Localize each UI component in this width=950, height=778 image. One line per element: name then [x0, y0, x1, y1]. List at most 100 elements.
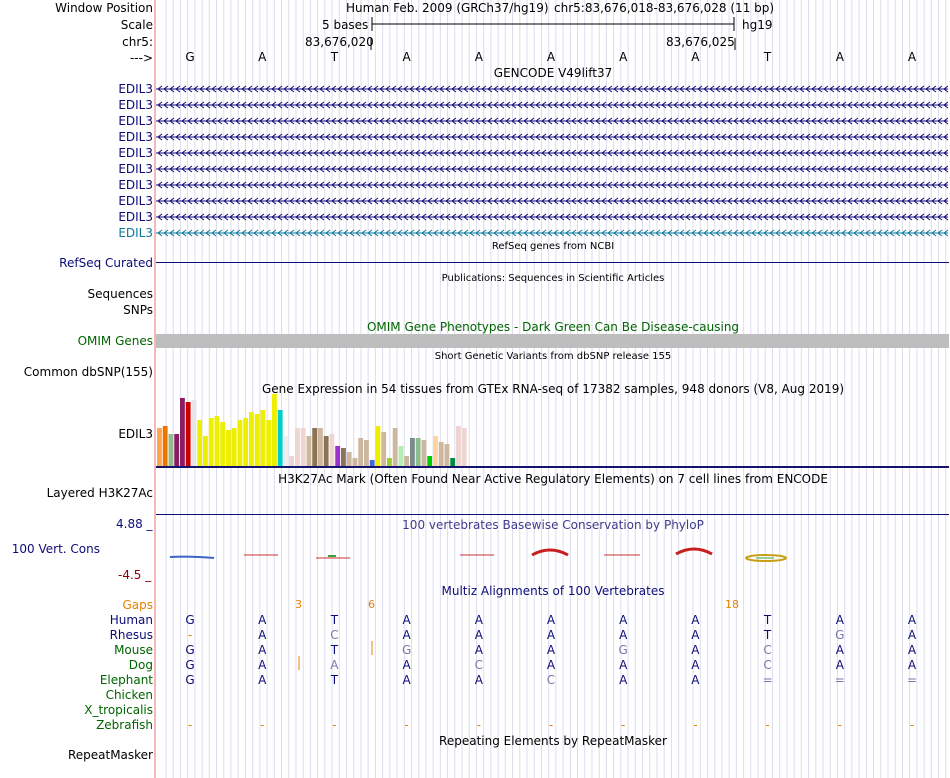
- gtex-tissue-bar[interactable]: [323, 436, 329, 466]
- gtex-tissue-bar[interactable]: [203, 436, 208, 466]
- gtex-tissue-bar[interactable]: [185, 402, 191, 466]
- gtex-tissue-bar[interactable]: [180, 398, 185, 466]
- gtex-tissue-bar[interactable]: [243, 418, 249, 466]
- dbsnp-title[interactable]: Short Genetic Variants from dbSNP releas…: [434, 351, 672, 362]
- multiz-species-label[interactable]: Rhesus: [109, 628, 153, 642]
- gtex-tissue-bar[interactable]: [277, 410, 283, 466]
- omim-gene-bar[interactable]: [156, 334, 949, 348]
- gtex-tissue-bar[interactable]: [346, 452, 352, 466]
- gtex-tissue-bar[interactable]: [157, 428, 162, 466]
- gencode-transcript-line[interactable]: [156, 165, 948, 173]
- gtex-tissue-bar[interactable]: [272, 394, 277, 466]
- repeatmasker-label[interactable]: RepeatMasker: [67, 748, 153, 762]
- publications-title[interactable]: Publications: Sequences in Scientific Ar…: [441, 273, 665, 284]
- multiz-species-label[interactable]: Chicken: [105, 688, 153, 702]
- gtex-tissue-bar[interactable]: [214, 416, 220, 466]
- gencode-transcript-line[interactable]: [156, 149, 948, 157]
- gtex-tissue-bar[interactable]: [341, 448, 346, 466]
- gtex-tissue-bar[interactable]: [197, 420, 203, 466]
- gtex-tissue-bar[interactable]: [358, 438, 364, 466]
- gtex-tissue-bar[interactable]: [444, 444, 450, 466]
- gtex-tissue-bar[interactable]: [220, 422, 226, 466]
- repeatmasker-title[interactable]: Repeating Elements by RepeatMasker: [439, 734, 667, 748]
- gtex-tissue-bar[interactable]: [381, 432, 387, 466]
- multiz-species-label[interactable]: Zebrafish: [96, 718, 153, 732]
- gtex-tissue-bar[interactable]: [162, 426, 168, 466]
- gtex-tissue-bar[interactable]: [335, 446, 341, 466]
- gtex-tissue-bar[interactable]: [289, 456, 295, 466]
- gtex-tissue-bar[interactable]: [208, 418, 214, 466]
- multiz-species-label[interactable]: Human: [109, 613, 153, 627]
- gtex-tissue-bar[interactable]: [369, 460, 375, 466]
- gtex-tissue-bar[interactable]: [254, 414, 260, 466]
- gencode-transcript-label[interactable]: EDIL3: [118, 130, 153, 144]
- gencode-transcript-label[interactable]: EDIL3: [118, 82, 153, 96]
- gtex-tissue-bar[interactable]: [260, 410, 266, 466]
- gtex-tissue-bar[interactable]: [249, 412, 254, 466]
- gtex-tissue-bar[interactable]: [168, 434, 174, 466]
- gtex-tissue-bar[interactable]: [404, 456, 410, 466]
- gtex-tissue-bar[interactable]: [306, 436, 312, 466]
- gtex-tissue-bar[interactable]: [237, 420, 243, 466]
- gtex-tissue-bar[interactable]: [398, 446, 404, 466]
- gtex-tissue-bar[interactable]: [410, 438, 415, 466]
- gtex-tissue-bar[interactable]: [174, 434, 180, 466]
- multiz-title[interactable]: Multiz Alignments of 100 Vertebrates: [441, 584, 665, 598]
- gtex-tissue-bar[interactable]: [318, 428, 323, 466]
- gencode-transcript-line[interactable]: [156, 197, 948, 205]
- gtex-tissue-bar[interactable]: [312, 428, 318, 466]
- gtex-tissue-bar[interactable]: [375, 426, 381, 466]
- gencode-transcript-line[interactable]: [156, 101, 948, 109]
- gtex-tissue-bar[interactable]: [387, 458, 392, 466]
- gtex-tissue-bar[interactable]: [283, 436, 289, 466]
- gencode-transcript-label[interactable]: EDIL3: [118, 98, 153, 112]
- gencode-transcript-label[interactable]: EDIL3: [118, 114, 153, 128]
- conservation-title[interactable]: 100 vertebrates Basewise Conservation by…: [402, 518, 704, 532]
- gtex-label[interactable]: EDIL3: [118, 427, 153, 441]
- conservation-label[interactable]: 100 Vert. Cons: [11, 542, 100, 556]
- publications-sequences-label[interactable]: Sequences: [87, 287, 153, 301]
- gtex-tissue-bar[interactable]: [456, 426, 461, 466]
- multiz-species-label[interactable]: X_tropicalis: [84, 703, 153, 717]
- gencode-transcript-line[interactable]: [156, 85, 948, 93]
- gencode-transcript-label[interactable]: EDIL3: [118, 146, 153, 160]
- gencode-transcript-line[interactable]: [156, 229, 948, 237]
- gtex-tissue-bar[interactable]: [191, 400, 197, 466]
- multiz-species-label[interactable]: Dog: [128, 658, 153, 672]
- refseq-title[interactable]: RefSeq genes from NCBI: [491, 241, 615, 252]
- gtex-tissue-bar[interactable]: [461, 428, 467, 466]
- conservation-plot[interactable]: [156, 545, 950, 565]
- gtex-title[interactable]: Gene Expression in 54 tissues from GTEx …: [261, 382, 845, 396]
- gtex-tissue-bar[interactable]: [329, 434, 335, 466]
- gtex-tissue-bar[interactable]: [450, 458, 456, 466]
- gtex-tissue-bar[interactable]: [392, 428, 398, 466]
- gencode-transcript-label[interactable]: EDIL3: [118, 178, 153, 192]
- gtex-tissue-bar[interactable]: [438, 442, 444, 466]
- gencode-transcript-label[interactable]: EDIL3: [118, 210, 153, 224]
- gencode-title[interactable]: GENCODE V49lift37: [493, 66, 613, 80]
- refseq-label[interactable]: RefSeq Curated: [59, 256, 153, 270]
- omim-label[interactable]: OMIM Genes: [77, 334, 153, 348]
- multiz-species-label[interactable]: Mouse: [114, 643, 153, 657]
- label-divider[interactable]: [154, 0, 156, 778]
- gtex-tissue-bar[interactable]: [295, 428, 300, 466]
- gtex-tissue-bar[interactable]: [421, 440, 427, 466]
- gtex-tissue-bar[interactable]: [266, 420, 272, 466]
- gtex-tissue-bar[interactable]: [364, 440, 369, 466]
- gtex-tissue-bar[interactable]: [300, 428, 306, 466]
- gtex-bar-chart[interactable]: [156, 390, 556, 466]
- gtex-tissue-bar[interactable]: [433, 436, 438, 466]
- refseq-gene-line[interactable]: [156, 262, 949, 263]
- h3k27ac-title[interactable]: H3K27Ac Mark (Often Found Near Active Re…: [278, 472, 828, 486]
- gencode-transcript-label[interactable]: EDIL3: [118, 226, 153, 240]
- omim-title[interactable]: OMIM Gene Phenotypes - Dark Green Can Be…: [366, 320, 740, 334]
- gencode-transcript-line[interactable]: [156, 117, 948, 125]
- gtex-tissue-bar[interactable]: [226, 430, 231, 466]
- h3k27ac-label[interactable]: Layered H3K27Ac: [46, 486, 153, 500]
- gtex-tissue-bar[interactable]: [415, 438, 421, 466]
- gtex-tissue-bar[interactable]: [352, 458, 358, 466]
- gtex-tissue-bar[interactable]: [231, 428, 237, 466]
- gencode-transcript-line[interactable]: [156, 181, 948, 189]
- gencode-transcript-label[interactable]: EDIL3: [118, 162, 153, 176]
- multiz-species-label[interactable]: Elephant: [99, 673, 153, 687]
